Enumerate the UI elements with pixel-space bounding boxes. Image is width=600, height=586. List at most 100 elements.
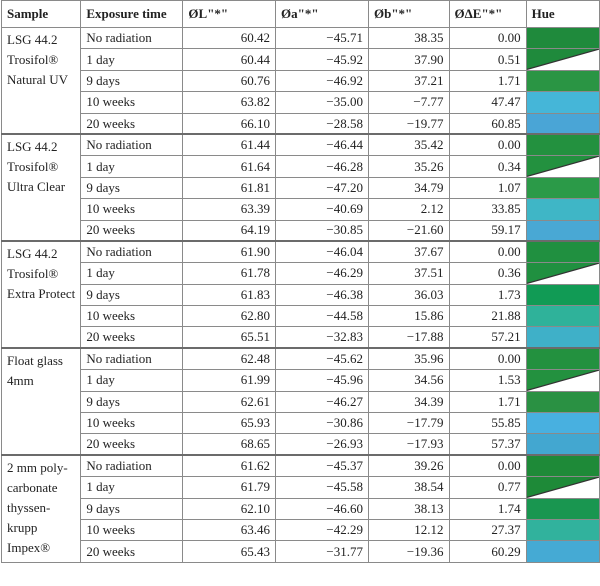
- hue-swatch: [526, 370, 599, 391]
- hue-swatch: [526, 456, 599, 477]
- table-row: 9 days 61.81 −47.20 34.79 1.07: [2, 176, 600, 200]
- hue-swatch: [526, 135, 599, 156]
- hue-swatch-cell: [525, 454, 600, 478]
- l-value-cell: 61.44: [182, 133, 277, 157]
- exposure-time-cell: 9 days: [80, 283, 184, 307]
- l-value-cell: 61.78: [182, 262, 277, 285]
- exposure-time-cell: No radiation: [80, 347, 184, 371]
- delta-e-cell: 57.37: [448, 433, 527, 456]
- table-row: Float glass 4mm No radiation 62.48 −45.62 35…: [0, 347, 600, 456]
- l-value-cell: 62.48: [182, 347, 277, 371]
- b-value-cell: 15.86: [368, 305, 450, 328]
- hue-diagonal-line: [527, 156, 599, 176]
- hue-swatch: [526, 477, 599, 498]
- a-value-cell: −46.44: [275, 133, 369, 157]
- l-value-cell: 61.90: [182, 240, 277, 264]
- a-value-cell: −45.92: [275, 48, 369, 71]
- hue-diagonal-line: [527, 263, 599, 283]
- hue-swatch: [526, 413, 599, 434]
- l-value-cell: 61.79: [182, 476, 277, 499]
- a-value-cell: −35.00: [275, 91, 369, 114]
- exposure-time-cell: 9 days: [80, 69, 184, 93]
- exposure-time-cell: No radiation: [80, 133, 184, 157]
- exposure-time-cell: No radiation: [80, 240, 184, 264]
- table-row: LSG 44.2 Trosifol® Natural UV No radiatio…: [0, 26, 600, 135]
- delta-e-cell: 27.37: [448, 518, 527, 542]
- hue-swatch-cell: [525, 369, 600, 392]
- hue-swatch-cell: [525, 26, 600, 50]
- l-value-cell: 61.81: [182, 176, 277, 200]
- hue-diagonal-line: [527, 49, 599, 69]
- a-value-cell: −46.04: [275, 240, 369, 264]
- hue-swatch: [526, 519, 599, 541]
- table-body: LSG 44.2 Trosifol® Natural UV No radiatio…: [0, 26, 600, 563]
- l-value-cell: 63.82: [182, 91, 277, 114]
- l-value-cell: 61.83: [182, 283, 277, 307]
- a-value-cell: −47.20: [275, 176, 369, 200]
- hue-diagonal-line: [527, 477, 599, 497]
- hue-swatch-cell: [525, 48, 600, 71]
- hue-swatch: [526, 156, 599, 177]
- b-value-cell: −21.60: [368, 219, 450, 242]
- l-value-cell: 60.76: [182, 69, 277, 93]
- a-value-cell: −45.62: [275, 347, 369, 371]
- table-row: 1 day 60.44 −45.92 37.90 0.51: [2, 48, 600, 71]
- b-value-cell: −17.79: [368, 412, 450, 435]
- hue-swatch: [526, 220, 599, 241]
- table-row: 9 days 62.10 −46.60 38.13 1.74: [2, 497, 600, 520]
- table-row: 20 weeks 64.19 −30.85 −21.60 59.17: [2, 219, 600, 242]
- a-value-cell: −40.69: [275, 198, 369, 221]
- a-value-cell: −45.96: [275, 369, 369, 392]
- hue-swatch-cell: [525, 155, 600, 178]
- l-value-cell: 66.10: [182, 112, 277, 135]
- header-row: Sample Exposure time ØL"*" Øa"*" Øb"*" Ø…: [0, 0, 600, 28]
- hue-swatch-cell: [525, 240, 600, 264]
- delta-e-cell: 47.47: [448, 91, 527, 114]
- table-row: 20 weeks 65.43 −31.77 −19.36 60.29: [2, 540, 600, 563]
- a-value-cell: −30.85: [275, 219, 369, 242]
- hue-swatch: [526, 434, 599, 455]
- b-value-cell: 35.96: [368, 347, 450, 371]
- delta-e-cell: 21.88: [448, 305, 527, 328]
- b-value-cell: −17.93: [368, 433, 450, 456]
- hue-swatch-cell: [525, 305, 600, 328]
- l-value-cell: 61.62: [182, 454, 277, 478]
- l-value-cell: 63.46: [182, 518, 277, 542]
- hue-swatch-cell: [525, 326, 600, 349]
- a-value-cell: −31.77: [275, 540, 369, 563]
- hue-swatch-cell: [525, 540, 600, 563]
- header-a-value: Øa"*": [275, 0, 369, 28]
- hue-swatch-cell: [525, 262, 600, 285]
- exposure-time-cell: 9 days: [80, 390, 184, 414]
- a-value-cell: −32.83: [275, 326, 369, 349]
- hue-swatch: [526, 70, 599, 92]
- b-value-cell: −19.77: [368, 112, 450, 135]
- b-value-cell: −7.77: [368, 91, 450, 114]
- hue-swatch: [526, 242, 599, 263]
- hue-swatch: [526, 498, 599, 519]
- hue-swatch-cell: [525, 133, 600, 157]
- b-value-cell: 37.21: [368, 69, 450, 93]
- delta-e-cell: 0.00: [448, 347, 527, 371]
- a-value-cell: −46.29: [275, 262, 369, 285]
- l-value-cell: 65.51: [182, 326, 277, 349]
- table-row: 20 weeks 66.10 −28.58 −19.77 60.85: [2, 112, 600, 135]
- b-value-cell: 37.67: [368, 240, 450, 264]
- l-value-cell: 63.39: [182, 198, 277, 221]
- sample-name: 2 mm poly-carbonate thyssen-krupp Impex®: [0, 454, 82, 563]
- hue-swatch-cell: [525, 219, 600, 242]
- exposure-time-cell: No radiation: [80, 454, 184, 478]
- b-value-cell: 39.26: [368, 454, 450, 478]
- hue-swatch: [526, 284, 599, 306]
- exposure-time-cell: 9 days: [80, 176, 184, 200]
- hue-swatch: [526, 199, 599, 220]
- exposure-time-cell: 9 days: [80, 497, 184, 520]
- b-value-cell: 34.79: [368, 176, 450, 200]
- delta-e-cell: 0.00: [448, 26, 527, 50]
- delta-e-cell: 0.36: [448, 262, 527, 285]
- b-value-cell: 38.35: [368, 26, 450, 50]
- sample-name: LSG 44.2 Trosifol® Extra Protect: [0, 240, 82, 349]
- a-value-cell: −46.28: [275, 155, 369, 178]
- a-value-cell: −46.38: [275, 283, 369, 307]
- l-value-cell: 62.80: [182, 305, 277, 328]
